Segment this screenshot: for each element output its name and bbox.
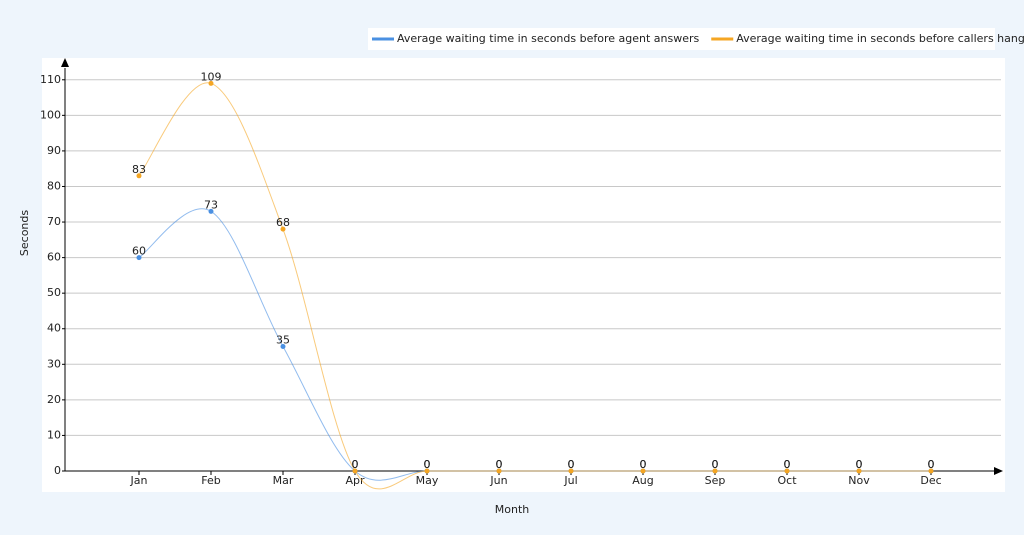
- data-label: 68: [276, 216, 290, 229]
- data-label: 0: [496, 458, 503, 471]
- plot-panel: [42, 58, 1005, 492]
- y-tick-label: 50: [47, 286, 61, 299]
- data-point: [640, 468, 646, 474]
- data-point: [208, 80, 214, 86]
- data-label: 0: [928, 458, 935, 471]
- x-axis-arrow: [994, 467, 1003, 475]
- data-label: 0: [712, 458, 719, 471]
- data-label: 0: [352, 458, 359, 471]
- x-tick-label: Feb: [201, 474, 220, 487]
- data-point: [136, 255, 142, 261]
- data-label: 60: [132, 245, 146, 258]
- data-point: [856, 468, 862, 474]
- y-tick-label: 10: [47, 428, 61, 441]
- data-point: [496, 468, 502, 474]
- y-axis-title: Seconds: [18, 210, 31, 256]
- x-tick-label: Sep: [705, 474, 726, 487]
- data-label: 83: [132, 163, 146, 176]
- data-label: 0: [712, 458, 719, 471]
- y-tick-label: 30: [47, 357, 61, 370]
- data-point: [712, 468, 718, 474]
- data-point: [568, 468, 574, 474]
- y-tick-label: 80: [47, 179, 61, 192]
- data-point: [280, 344, 286, 350]
- x-tick-label: Jan: [130, 474, 148, 487]
- x-tick-label: Apr: [345, 474, 365, 487]
- y-tick-label: 0: [54, 464, 61, 477]
- data-label: 0: [856, 458, 863, 471]
- data-label: 0: [568, 458, 575, 471]
- x-tick-label: Dec: [920, 474, 941, 487]
- y-axis-arrow: [61, 58, 69, 67]
- data-label: 0: [424, 458, 431, 471]
- x-tick-label: Jul: [563, 474, 577, 487]
- y-tick-label: 70: [47, 215, 61, 228]
- data-label: 0: [784, 458, 791, 471]
- data-label: 0: [928, 458, 935, 471]
- y-tick-label: 40: [47, 322, 61, 335]
- data-point: [208, 208, 214, 214]
- y-tick-label: 100: [40, 108, 61, 121]
- x-tick-label: Jun: [489, 474, 507, 487]
- x-tick-label: Nov: [848, 474, 870, 487]
- data-label: 0: [856, 458, 863, 471]
- x-tick-label: Aug: [632, 474, 653, 487]
- y-tick-label: 90: [47, 144, 61, 157]
- data-point: [136, 173, 142, 179]
- data-point: [352, 468, 358, 474]
- x-tick-label: Oct: [777, 474, 797, 487]
- data-label: 0: [496, 458, 503, 471]
- data-label: 73: [204, 198, 218, 211]
- x-axis-title: Month: [495, 503, 530, 516]
- data-point: [424, 468, 430, 474]
- data-point: [928, 468, 934, 474]
- legend-label: Average waiting time in seconds before c…: [736, 32, 1024, 45]
- data-label: 0: [352, 458, 359, 471]
- data-point: [784, 468, 790, 474]
- legend-box: [368, 28, 995, 50]
- legend-label: Average waiting time in seconds before a…: [397, 32, 700, 45]
- y-tick-label: 110: [40, 73, 61, 86]
- x-tick-label: May: [416, 474, 439, 487]
- data-point: [280, 226, 286, 232]
- data-label: 0: [568, 458, 575, 471]
- y-tick-label: 20: [47, 393, 61, 406]
- y-tick-label: 60: [47, 251, 61, 264]
- data-label: 0: [640, 458, 647, 471]
- data-label: 0: [424, 458, 431, 471]
- data-label: 0: [640, 458, 647, 471]
- data-label: 0: [784, 458, 791, 471]
- x-tick-label: Mar: [273, 474, 294, 487]
- data-label: 109: [201, 70, 222, 83]
- data-label: 35: [276, 334, 290, 347]
